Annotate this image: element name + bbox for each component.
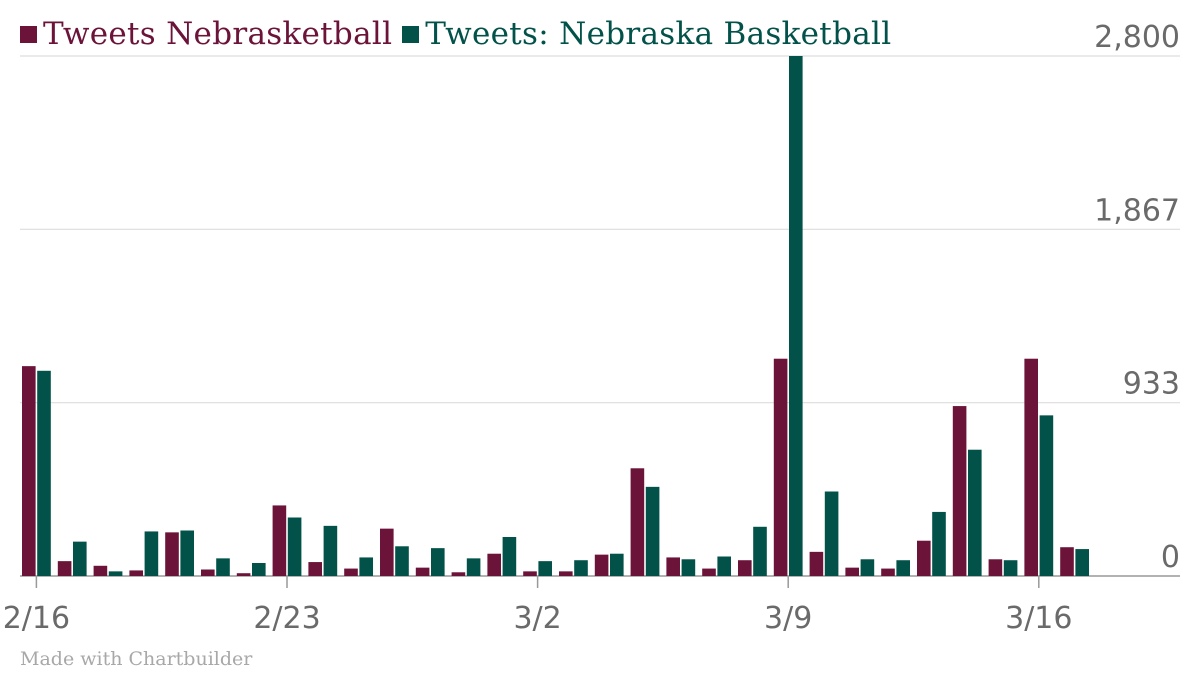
legend-label-nebraska-basketball: Tweets: Nebraska Basketball <box>425 16 892 52</box>
y-tick-label: 1,867 <box>1094 193 1180 228</box>
bar-nebraska-basketball <box>860 559 875 576</box>
bar-nebraska-basketball <box>108 571 123 576</box>
bar-nebraska-basketball <box>753 526 767 576</box>
x-tick-label: 2/23 <box>253 601 320 636</box>
bar-nebraska-basketball <box>1075 549 1089 576</box>
bar-nebrasketball <box>952 406 967 576</box>
bar-nebraska-basketball <box>359 557 373 576</box>
bar-nebraska-basketball <box>502 537 517 576</box>
bar-nebrasketball <box>988 559 1003 576</box>
y-tick-label: 933 <box>1123 367 1180 402</box>
bar-nebraska-basketball <box>144 531 159 576</box>
bar-nebrasketball <box>523 571 537 576</box>
y-tick-label: 0 <box>1161 540 1180 575</box>
bar-nebrasketball <box>881 568 895 576</box>
bar-nebraska-basketball <box>37 370 51 576</box>
bar-nebrasketball <box>773 358 788 576</box>
x-tick-label: 3/2 <box>513 601 561 636</box>
bar-nebraska-basketball <box>968 449 982 576</box>
bar-nebraska-basketball <box>681 559 696 576</box>
x-tick-label: 3/16 <box>1005 601 1072 636</box>
legend-label-nebrasketball: Tweets Nebrasketball <box>43 16 393 52</box>
bar-nebraska-basketball <box>645 486 660 576</box>
bar-nebrasketball <box>845 567 859 576</box>
legend-swatch-nebrasketball <box>20 25 37 43</box>
bar-nebraska-basketball <box>180 530 194 576</box>
bar-nebrasketball <box>594 554 609 576</box>
bar-nebrasketball <box>738 560 752 576</box>
bar-nebraska-basketball <box>824 491 839 576</box>
bar-nebrasketball <box>666 557 680 576</box>
bar-nebrasketball <box>451 572 466 576</box>
bar-nebraska-basketball <box>323 525 338 576</box>
bar-nebraska-basketball <box>431 548 445 576</box>
bar-nebrasketball <box>380 528 394 576</box>
x-tick-label: 3/9 <box>764 601 812 636</box>
legend: Tweets Nebrasketball Tweets: Nebraska Ba… <box>20 14 901 54</box>
bar-nebraska-basketball <box>932 511 946 576</box>
bar-nebrasketball <box>1024 358 1038 576</box>
bar-nebraska-basketball <box>574 560 588 576</box>
bar-nebraska-basketball <box>1039 415 1054 576</box>
bar-nebraska-basketball <box>287 517 302 576</box>
bar-nebrasketball <box>630 468 645 576</box>
bar-nebrasketball <box>1060 547 1074 576</box>
bar-nebraska-basketball <box>896 560 910 576</box>
bar-nebraska-basketball <box>1003 560 1018 576</box>
bar-nebraska-basketball <box>216 558 230 576</box>
bar-nebrasketball <box>415 567 430 576</box>
bar-nebraska-basketball <box>466 558 481 576</box>
x-tick-label: 2/16 <box>3 601 70 636</box>
bar-nebrasketball <box>917 540 931 576</box>
bar-nebraska-basketball <box>610 553 624 576</box>
legend-item-nebraska-basketball: Tweets: Nebraska Basketball <box>402 16 891 52</box>
bar-nebrasketball <box>165 532 179 576</box>
bar-nebrasketball <box>559 571 573 576</box>
bar-nebraska-basketball <box>73 541 87 576</box>
bar-nebrasketball <box>201 569 215 576</box>
bar-nebraska-basketball <box>717 556 731 576</box>
y-tick-label: 2,800 <box>1094 20 1180 55</box>
legend-item-nebrasketball: Tweets Nebrasketball <box>20 16 392 52</box>
credit-text: Made with Chartbuilder <box>20 648 253 670</box>
bar-nebraska-basketball <box>538 561 552 576</box>
bar-nebrasketball <box>809 551 824 576</box>
bar-nebrasketball <box>308 562 322 576</box>
bar-nebraska-basketball <box>789 56 803 576</box>
bar-nebrasketball <box>129 570 143 576</box>
bar-nebrasketball <box>702 568 716 576</box>
bar-nebrasketball <box>93 565 108 576</box>
bar-nebrasketball <box>22 366 36 576</box>
bar-nebraska-basketball <box>252 563 266 576</box>
bar-nebrasketball <box>272 505 287 576</box>
legend-swatch-nebraska-basketball <box>402 25 420 43</box>
bar-nebrasketball <box>487 553 501 576</box>
bar-nebrasketball <box>344 568 358 576</box>
bar-nebraska-basketball <box>395 546 409 576</box>
bar-nebrasketball <box>57 561 72 576</box>
bar-nebrasketball <box>236 573 251 576</box>
